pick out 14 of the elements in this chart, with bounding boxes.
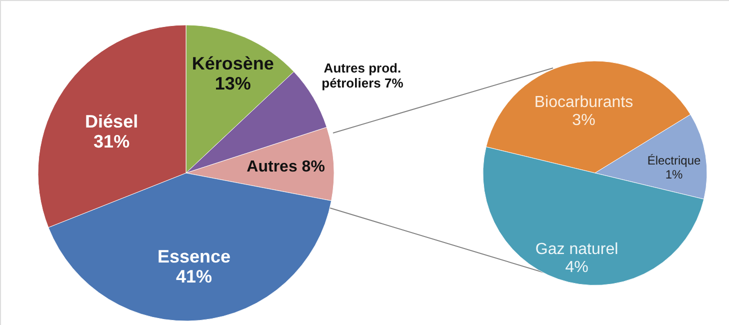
data-label: 4%	[565, 258, 588, 276]
slice-label: Biocarburants	[534, 94, 634, 111]
slice-label: Diésel	[85, 111, 138, 132]
slice-label: Essence	[157, 246, 231, 267]
data-label: 31%	[94, 131, 130, 152]
slice-label: Kérosène	[192, 54, 274, 74]
data-label: 13%	[214, 74, 251, 94]
data-label: 1%	[665, 167, 684, 182]
slice-label: Gaz naturel	[535, 240, 618, 258]
data-label: 3%	[572, 112, 596, 129]
data-label: 41%	[176, 266, 212, 287]
slice-label: Électrique	[647, 153, 702, 168]
slice-label: Autres prod. pétroliers 7%	[322, 60, 404, 91]
slice-label: Autres 8%	[246, 158, 325, 176]
